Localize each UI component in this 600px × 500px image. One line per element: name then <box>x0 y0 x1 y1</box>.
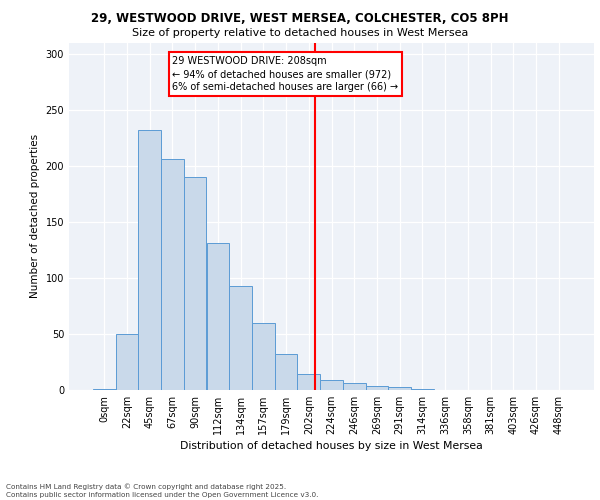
Y-axis label: Number of detached properties: Number of detached properties <box>30 134 40 298</box>
Bar <box>411 389 434 390</box>
Text: Size of property relative to detached houses in West Mersea: Size of property relative to detached ho… <box>132 28 468 38</box>
Bar <box>93 389 116 390</box>
Bar <box>161 159 184 390</box>
X-axis label: Distribution of detached houses by size in West Mersea: Distribution of detached houses by size … <box>180 441 483 451</box>
Bar <box>320 380 343 390</box>
Bar <box>206 243 229 390</box>
Text: 29, WESTWOOD DRIVE, WEST MERSEA, COLCHESTER, CO5 8PH: 29, WESTWOOD DRIVE, WEST MERSEA, COLCHES… <box>91 12 509 26</box>
Bar <box>343 384 365 390</box>
Bar <box>139 130 161 390</box>
Bar <box>116 334 139 390</box>
Bar <box>298 374 320 390</box>
Bar <box>252 322 275 390</box>
Bar <box>365 386 388 390</box>
Bar <box>275 354 298 390</box>
Bar <box>184 177 206 390</box>
Text: 29 WESTWOOD DRIVE: 208sqm
← 94% of detached houses are smaller (972)
6% of semi-: 29 WESTWOOD DRIVE: 208sqm ← 94% of detac… <box>172 56 398 92</box>
Bar <box>229 286 252 390</box>
Text: Contains HM Land Registry data © Crown copyright and database right 2025.
Contai: Contains HM Land Registry data © Crown c… <box>6 484 319 498</box>
Bar <box>388 386 411 390</box>
